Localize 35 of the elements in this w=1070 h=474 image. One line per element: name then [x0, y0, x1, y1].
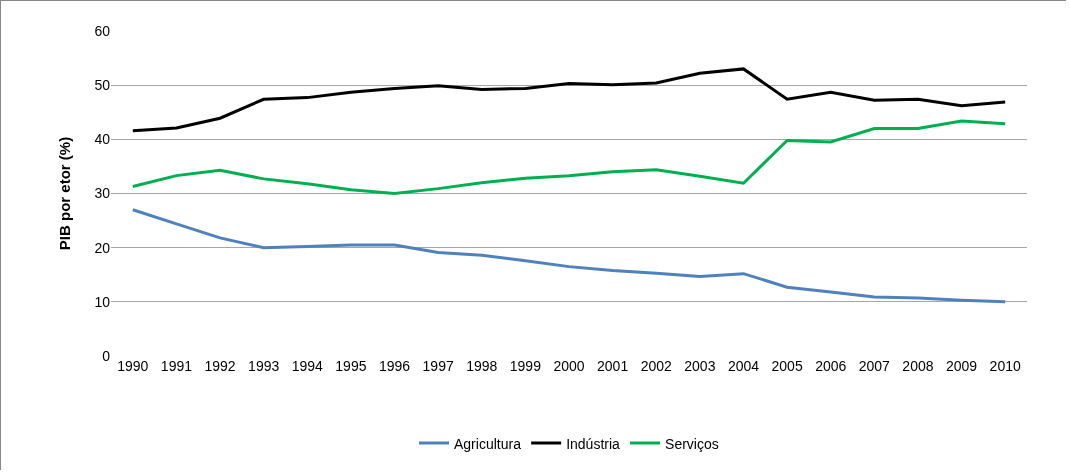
y-tick-label: 20: [94, 239, 111, 256]
legend-label: Indústria: [566, 435, 621, 452]
x-tick-label: 1996: [378, 358, 411, 374]
x-tick-label: 2001: [597, 358, 629, 374]
x-tick-label: 1998: [466, 358, 498, 374]
line-series: [131, 67, 1007, 133]
x-tick-label: 1991: [160, 358, 193, 374]
line-series: [131, 119, 1007, 195]
legend-label: Serviços: [665, 435, 719, 452]
y-tick-label: 10: [94, 293, 111, 310]
x-tick-label: 2008: [902, 358, 934, 374]
x-tick-label: 2000: [553, 358, 585, 374]
y-tick-label: 40: [94, 131, 111, 148]
x-tick-label: 1993: [248, 358, 280, 374]
legend-label: Agricultura: [454, 435, 522, 452]
x-tick-label: 2006: [815, 358, 847, 374]
x-tick-label: 2004: [727, 358, 760, 374]
x-tick-label: 2010: [989, 358, 1021, 374]
line-series: [131, 208, 1007, 304]
x-tick-label: 2007: [858, 358, 891, 374]
y-tick-label: 30: [94, 185, 111, 202]
y-tick-label: 60: [94, 22, 111, 39]
x-tick-label: 2003: [684, 358, 716, 374]
x-tick-label: 2009: [945, 358, 978, 374]
x-tick-label: 1999: [509, 358, 542, 374]
x-tick-label: 2002: [640, 358, 673, 374]
x-tick-label: 1992: [204, 358, 236, 374]
y-tick-label: 0: [102, 347, 111, 364]
x-tick-label: 1995: [335, 358, 367, 374]
x-tick-label: 1997: [422, 358, 454, 374]
x-tick-label: 2005: [771, 358, 803, 374]
y-tick-label: 50: [94, 77, 111, 94]
y-axis-title: PIB por etor (%): [55, 136, 73, 251]
x-tick-label: 1990: [117, 358, 149, 374]
x-tick-label: 1994: [291, 358, 324, 374]
